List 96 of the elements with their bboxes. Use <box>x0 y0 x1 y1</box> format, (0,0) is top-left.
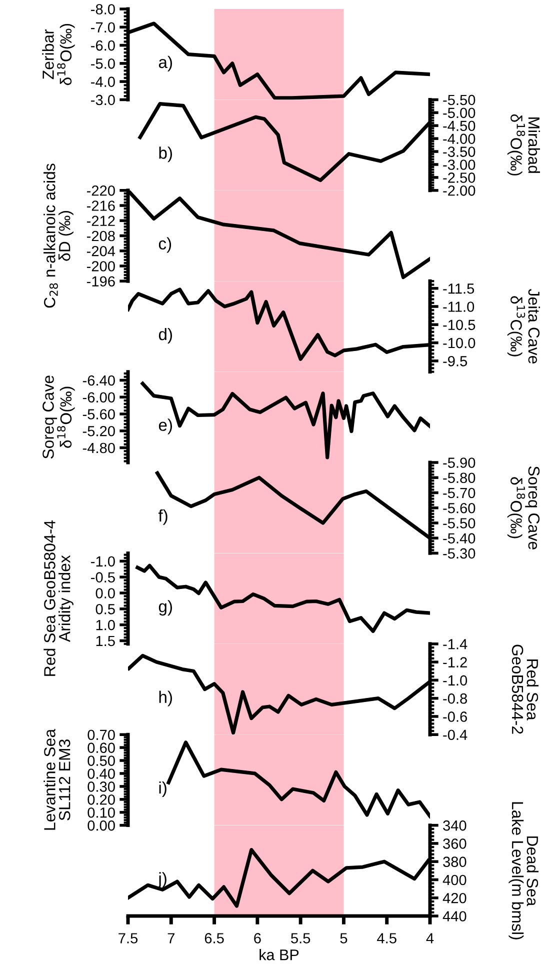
y2-tick-label: -0.4 <box>443 730 468 740</box>
y2-tick-label: 380 <box>443 856 466 868</box>
x-tick-label: 7.5 <box>118 933 138 944</box>
y2-tick-label: -1.4 <box>443 639 468 650</box>
y-tick-label: -6.40 <box>82 375 115 386</box>
annotation: i) <box>159 781 166 798</box>
y2-axis-title: Jeita Cave δ$^{13}$C(‰) <box>507 288 540 364</box>
y2-tick-label: -5.50 <box>443 518 476 528</box>
y-tick-label: -7.0 <box>91 22 115 33</box>
x-tick-label: 5.5 <box>291 933 310 944</box>
y2-tick-label: -9.5 <box>443 356 468 366</box>
y2-tick-label: -5.70 <box>443 488 476 498</box>
y2-tick-label: -5.50 <box>443 94 476 106</box>
y-axis-title: Levantine Sea SL112 EM3 <box>44 728 70 830</box>
y-tick-label: -208 <box>86 230 115 242</box>
y-tick-label: -0.5 <box>91 572 115 582</box>
y2-tick-label: -0.6 <box>443 712 467 722</box>
y-tick-label: 0.60 <box>88 742 115 753</box>
annotation: f) <box>158 509 168 525</box>
y2-tick-label: -10.5 <box>443 320 476 330</box>
y2-tick-label: -5.40 <box>443 533 476 544</box>
y-tick-label: -5.0 <box>91 58 115 69</box>
y-tick-label: 0.30 <box>88 782 115 792</box>
annotation: h) <box>159 690 172 706</box>
annotation: b) <box>159 146 172 162</box>
y-tick-label: -204 <box>86 246 116 256</box>
y2-tick-label: -2.00 <box>443 186 476 196</box>
y2-axis-title: Dead Sea Lake Level(m bmsl) <box>508 802 539 940</box>
y2-tick-label: -5.60 <box>443 502 476 514</box>
y2-axis-title: Mirabad δ$^{18}$O(‰) <box>507 114 540 176</box>
y-axis-title: Soreq Cave δ$^{18}$O(‰) <box>42 376 75 459</box>
y2-axis-title: Soreq Cave δ$^{18}$O(‰) <box>507 466 540 550</box>
y2-tick-label: 400 <box>442 874 466 886</box>
annotation: g) <box>158 600 172 616</box>
y-tick-label: 1.0 <box>96 620 115 630</box>
y-tick-label: -216 <box>86 200 115 211</box>
y2-tick-label: 440 <box>442 911 466 922</box>
line-series <box>140 382 430 460</box>
y-tick-label: -5.60 <box>82 409 115 420</box>
x-tick-label: 7 <box>168 933 174 944</box>
y2-tick-label: -10.0 <box>443 338 476 348</box>
y2-tick-label: -1.0 <box>443 675 468 686</box>
annotation: j) <box>158 872 166 888</box>
y-tick-label: -8.0 <box>91 4 115 14</box>
x-axis-title: ka BP <box>260 949 299 960</box>
y-tick-label: 1.5 <box>96 636 115 646</box>
y-axis-title: C$_{28}$ n-alkanoic acids δD (‰) <box>44 164 74 308</box>
y-tick-label: -5.20 <box>82 426 115 436</box>
y-tick-label: 0.00 <box>88 820 115 831</box>
annotation: d) <box>158 328 172 344</box>
annotation: c) <box>158 237 172 253</box>
y-tick-label: -6.00 <box>82 392 115 403</box>
y-tick-label: -6.0 <box>91 40 115 51</box>
y2-tick-label: -0.8 <box>443 693 467 704</box>
y-tick-label: -4.0 <box>91 76 115 87</box>
y-tick-label: 0.5 <box>96 604 115 614</box>
y2-tick-label: -5.00 <box>443 108 476 118</box>
y2-tick-label: -1.2 <box>443 657 467 668</box>
y-tick-label: -4.80 <box>82 442 115 454</box>
y-tick-label: -220 <box>86 186 115 196</box>
y-tick-label: -1.0 <box>91 556 115 567</box>
y2-tick-label: -11.5 <box>443 284 474 294</box>
y-tick-label: 0.40 <box>88 768 115 779</box>
y-tick-label: -3.0 <box>91 94 115 106</box>
y2-tick-label: -11.0 <box>443 302 474 312</box>
y2-tick-label: -5.80 <box>443 472 476 484</box>
y2-tick-label: 420 <box>442 892 466 904</box>
y2-tick-label: 340 <box>443 820 466 831</box>
y2-tick-label: -4.50 <box>443 120 476 132</box>
x-tick-label: 6 <box>254 933 261 944</box>
y-tick-label: 0.50 <box>88 756 115 766</box>
y-axis-title: Zeribar δ$^{18}$O(‰) <box>42 24 75 86</box>
y2-tick-label: -5.90 <box>443 458 476 468</box>
y-tick-label: -212 <box>86 216 115 226</box>
y-tick-label: 0.70 <box>88 730 115 740</box>
y2-tick-label: 360 <box>443 838 466 849</box>
y-tick-label: -200 <box>86 261 115 272</box>
x-tick-label: 6.5 <box>204 933 224 944</box>
y2-tick-label: -4.00 <box>443 134 476 144</box>
line-series <box>166 740 430 818</box>
annotation: e) <box>158 418 172 434</box>
x-tick-label: 4.5 <box>377 933 396 944</box>
line-series <box>136 564 430 633</box>
y2-tick-label: -3.00 <box>443 160 476 170</box>
x-tick-label: 5 <box>340 933 348 944</box>
annotation: a) <box>158 56 172 72</box>
y2-tick-label: -5.30 <box>443 548 476 559</box>
y-tick-label: 0.10 <box>88 807 115 818</box>
y2-axis-title: Red Sea GeoB5844-2 <box>512 644 539 734</box>
y-axis-title: Red Sea GeoB5804-4 Aridity index <box>44 520 74 676</box>
y2-tick-label: -2.50 <box>443 172 476 183</box>
y-tick-label: 0.20 <box>88 794 115 805</box>
y-tick-label: 0.0 <box>96 588 115 598</box>
y2-tick-label: -3.50 <box>443 146 476 157</box>
x-tick-label: 4 <box>426 933 434 944</box>
y-tick-label: -196 <box>86 276 115 287</box>
